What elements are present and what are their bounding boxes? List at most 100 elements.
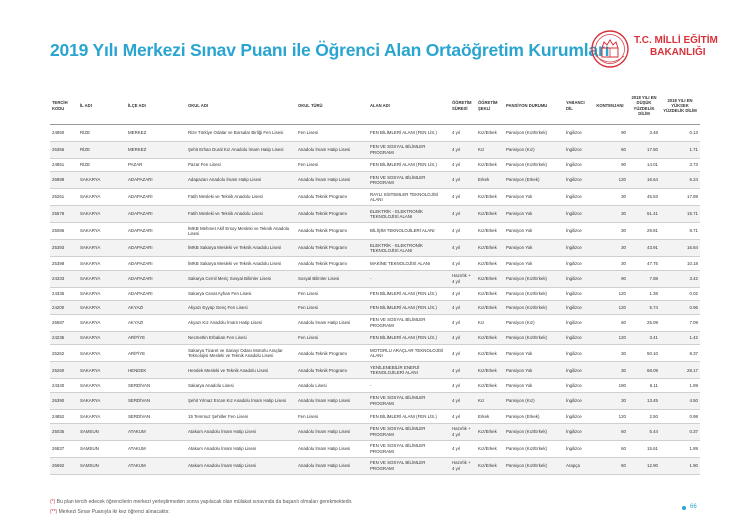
cell-language: İngilizce [564, 287, 592, 302]
cell-province: SAKARYA [78, 222, 126, 241]
cell-school-type: Anadolu Teknik Programı [296, 344, 368, 363]
table-row: 25262 SAKARYA ARİFİYE Sakarya Ticaret ve Sa… [50, 344, 700, 363]
cell-highest-percentile: 0.96 [660, 300, 700, 315]
cell-dormitory: Pansiyon Yok [504, 361, 564, 380]
cell-code: 24851 [50, 158, 78, 173]
col-header-field: ALAN ADI [368, 88, 450, 125]
cell-field: FEN VE SOSYAL BİLİMLER PROGRAMI [368, 392, 450, 411]
cell-code: 24333 [50, 270, 78, 288]
cell-province: RİZE [78, 124, 126, 142]
cell-code: 25035 [50, 423, 78, 441]
cell-quota: 60 [592, 141, 628, 159]
cell-highest-percentile: 8.37 [660, 344, 700, 363]
cell-code: 24340 [50, 378, 78, 394]
cell-lowest-percentile: 6.11 [628, 378, 660, 394]
cell-quota: 120 [592, 171, 628, 190]
cell-code: 26587 [50, 314, 78, 332]
cell-education-type: Kız/Erkek [476, 158, 504, 173]
cell-school: Şehit Erhan Dural Kız Anadolu İmam Hatip… [186, 141, 296, 159]
cell-quota: 30 [592, 256, 628, 271]
cell-province: SAMSUN [78, 457, 126, 475]
cell-duration: Hazırlık + 4 yıl [450, 457, 476, 475]
col-header-dormitory: PANSİYON DURUMU [504, 88, 564, 125]
cell-field: FEN BİLİMLERİ ALANI (FEN LİS.) [368, 158, 450, 173]
cell-highest-percentile: 0.13 [660, 124, 700, 142]
cell-education-type: Kız/Erkek [476, 457, 504, 475]
col-header-code: TERCİH KODU [50, 88, 78, 125]
cell-district: ADAPAZARI [126, 239, 186, 258]
cell-school-type: Anadolu İmam Hatip Lisesi [296, 314, 368, 332]
cell-highest-percentile: 15.71 [660, 205, 700, 224]
table-row: 25035 SAMSUN ATAKUM Atakum Anadolu İmam Hat… [50, 423, 700, 441]
cell-highest-percentile: 1.90 [660, 457, 700, 475]
table-row: 25261 SAKARYA ADAPAZARI Fatih Mesleki ve Te… [50, 188, 700, 207]
cell-duration: 4 yıl [450, 222, 476, 241]
cell-lowest-percentile: 45.53 [628, 188, 660, 207]
cell-highest-percentile: 3.42 [660, 270, 700, 288]
cell-quota: 30 [592, 205, 628, 224]
cell-dormitory: Pansiyon Yok [504, 256, 564, 271]
cell-code: 26356 [50, 141, 78, 159]
cell-school: Şehit Yılmaz Ercan Kız Anadolu İmam Hati… [186, 392, 296, 411]
cell-code: 26390 [50, 392, 78, 411]
cell-dormitory: Pansiyon (Kız/Erkek) [504, 440, 564, 458]
cell-quota: 60 [592, 314, 628, 332]
col-header-district: İLÇE ADI [126, 88, 186, 125]
cell-code: 25086 [50, 222, 78, 241]
page-title: 2019 Yılı Merkezi Sınav Puanı ile Öğrenc… [50, 40, 610, 60]
cell-district: ADAPAZARI [126, 205, 186, 224]
cell-quota: 90 [592, 270, 628, 288]
cell-language: İngilizce [564, 409, 592, 424]
cell-school: Akyazı Eyyüp Genç Fen Lisesi [186, 300, 296, 315]
table-row: 26692 SAMSUN ATAKUM Atakum Anadolu İmam Hat… [50, 457, 700, 475]
cell-dormitory: Pansiyon (Erkek) [504, 409, 564, 424]
cell-district: SERDİVAN [126, 409, 186, 424]
cell-field: RAYLI SİSTEMLER TEKNOLOJİSİ ALANI [368, 188, 450, 207]
cell-province: SAKARYA [78, 188, 126, 207]
cell-province: SAKARYA [78, 314, 126, 332]
cell-quota: 180 [592, 378, 628, 394]
col-header-school: OKUL ADI [186, 88, 296, 125]
table-row: 26888 SAKARYA ADAPAZARI Adapazarı Anadolu İ… [50, 171, 700, 190]
cell-quota: 60 [592, 457, 628, 475]
cell-field: ELEKTRİK - ELEKTRONİK TEKNOLOJİSİ ALANI [368, 239, 450, 258]
cell-school: Hendek Mesleki ve Teknik Anadolu Lisesi [186, 361, 296, 380]
cell-lowest-percentile: 13.45 [628, 392, 660, 411]
cell-lowest-percentile: 5.74 [628, 300, 660, 315]
cell-quota: 30 [592, 239, 628, 258]
cell-province: SAKARYA [78, 392, 126, 411]
cell-education-type: Kız/Erkek [476, 423, 504, 441]
cell-district: ADAPAZARI [126, 222, 186, 241]
cell-dormitory: Pansiyon (Kız/Erkek) [504, 270, 564, 288]
cell-duration: 4 yıl [450, 300, 476, 315]
table-row: 24852 SAKARYA SERDİVAN 15 Temmuz Şehitler F… [50, 409, 700, 424]
cell-school-type: Anadolu İmam Hatip Lisesi [296, 457, 368, 475]
cell-lowest-percentile: 2.50 [628, 409, 660, 424]
cell-duration: 4 yıl [450, 171, 476, 190]
cell-lowest-percentile: 14.01 [628, 158, 660, 173]
cell-education-type: Kız/Erkek [476, 300, 504, 315]
cell-code: 24852 [50, 409, 78, 424]
cell-highest-percentile: 1.89 [660, 378, 700, 394]
table-row: 26587 SAKARYA AKYAZI Akyazı Kız Anadolu İma… [50, 314, 700, 332]
cell-code: 25260 [50, 361, 78, 380]
cell-education-type: Kız/Erkek [476, 222, 504, 241]
cell-school: İMKB Sakarya Mesleki ve Teknik Anadolu L… [186, 239, 296, 258]
cell-education-type: Kız [476, 314, 504, 332]
cell-school: Sakarya Ticaret ve Sanayi Odası Motorlu … [186, 344, 296, 363]
col-header-education-type: ÖĞRETİM ŞEKLİ [476, 88, 504, 125]
col-header-quota: KONTENJANI [592, 88, 628, 125]
cell-field: FEN VE SOSYAL BİLİMLER PROGRAMI [368, 171, 450, 190]
cell-quota: 60 [592, 440, 628, 458]
cell-school-type: Anadolu Teknik Programı [296, 239, 368, 258]
cell-lowest-percentile: 16.64 [628, 171, 660, 190]
cell-dormitory: Pansiyon (Kız) [504, 392, 564, 411]
cell-district: ADAPAZARI [126, 287, 186, 302]
cell-duration: 4 yıl [450, 124, 476, 142]
cell-code: 26692 [50, 457, 78, 475]
cell-code: 25261 [50, 188, 78, 207]
cell-field: FEN BİLİMLERİ ALANI (FEN LİS.) [368, 331, 450, 346]
table-row: 25260 SAKARYA HENDEK Hendek Mesleki ve Tekn… [50, 361, 700, 380]
cell-duration: 4 yıl [450, 287, 476, 302]
cell-quota: 90 [592, 158, 628, 173]
